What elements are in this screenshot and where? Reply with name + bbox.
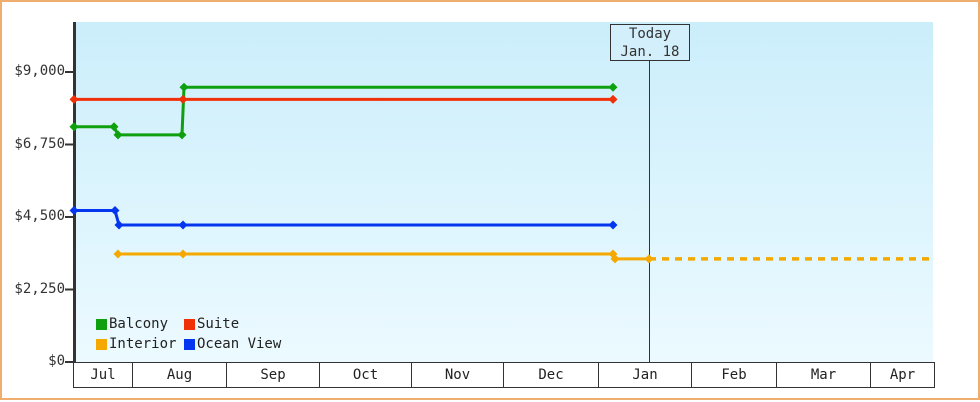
ocean-view-swatch-icon — [184, 338, 195, 350]
data-point-marker — [178, 220, 188, 230]
series-line-balcony — [74, 85, 613, 137]
data-point-marker — [110, 206, 120, 216]
plot-background — [75, 22, 933, 362]
data-point-marker — [69, 94, 79, 104]
month-cell-oct: Oct — [320, 363, 412, 387]
interior-swatch-icon — [96, 338, 107, 350]
data-point-marker — [113, 249, 123, 259]
legend-label-balcony: Balcony — [109, 316, 169, 332]
data-point-marker — [69, 206, 79, 216]
legend-item-suite: Suite — [184, 314, 281, 334]
data-point-marker — [69, 122, 79, 132]
data-point-marker — [177, 130, 187, 140]
data-point-marker — [114, 220, 124, 230]
data-point-marker — [109, 122, 119, 132]
legend-item-interior: Interior — [96, 334, 184, 354]
data-point-marker — [608, 82, 618, 92]
month-cell-nov: Nov — [412, 363, 504, 387]
month-cell-dec: Dec — [504, 363, 599, 387]
data-point-marker — [608, 220, 618, 230]
month-cell-apr: Apr — [871, 363, 935, 387]
legend-item-balcony: Balcony — [96, 314, 184, 334]
legend: Balcony Suite Interior Ocean View — [96, 314, 281, 354]
data-point-marker — [179, 82, 189, 92]
data-point-marker — [113, 130, 123, 140]
data-point-marker — [178, 249, 188, 259]
suite-swatch-icon — [184, 318, 195, 330]
month-cell-mar: Mar — [777, 363, 871, 387]
legend-label-interior: Interior — [109, 336, 177, 352]
month-cell-sep: Sep — [227, 363, 320, 387]
month-cell-jul: Jul — [74, 363, 133, 387]
data-point-marker — [644, 254, 654, 264]
month-cell-feb: Feb — [692, 363, 777, 387]
today-annotation-box: Today Jan. 18 — [610, 24, 690, 61]
today-annotation-line2: Jan. 18 — [620, 43, 680, 60]
month-cell-aug: Aug — [133, 363, 227, 387]
data-point-marker — [178, 94, 188, 104]
legend-label-suite: Suite — [197, 316, 240, 332]
balcony-swatch-icon — [96, 318, 107, 330]
data-point-marker — [608, 94, 618, 104]
data-point-marker — [610, 254, 620, 264]
legend-label-ocean-view: Ocean View — [197, 336, 282, 352]
today-annotation-line1: Today — [628, 25, 672, 42]
legend-item-ocean-view: Ocean View — [184, 334, 281, 354]
month-cell-jan: Jan — [599, 363, 692, 387]
x-axis-month-row: Jul Aug Sep Oct Nov Dec Jan Feb Mar Apr — [73, 362, 935, 388]
